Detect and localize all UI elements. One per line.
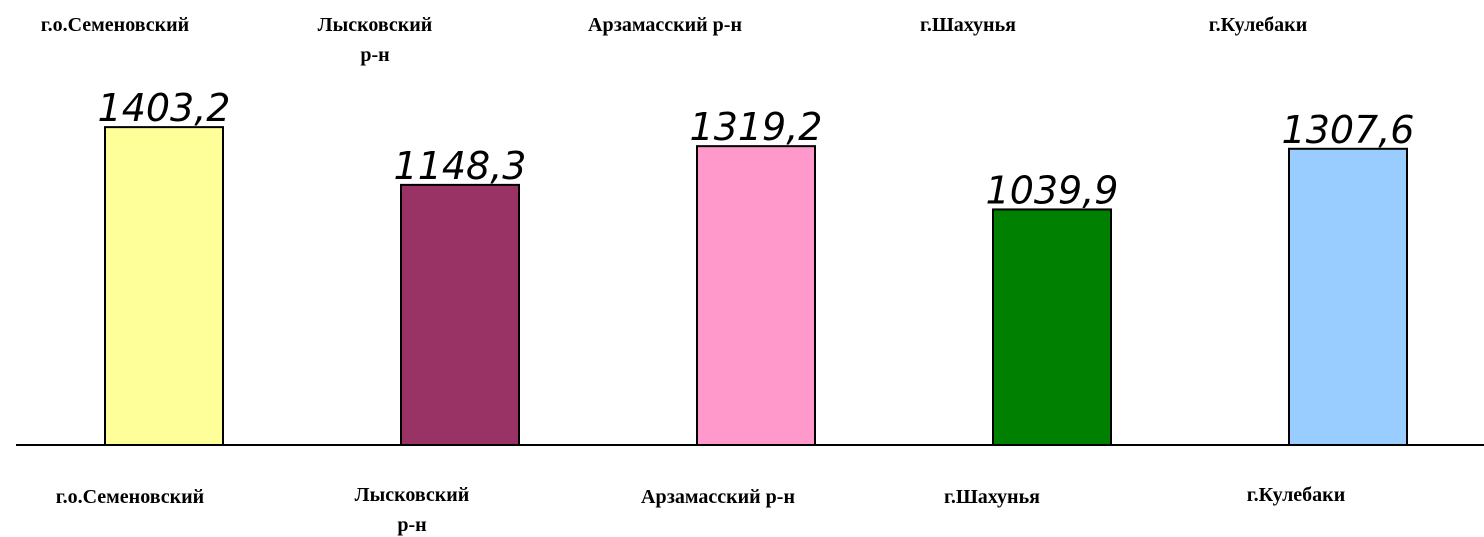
value-label: 1039,9: [986, 168, 1119, 212]
bar: [696, 145, 816, 446]
bar: [1288, 147, 1408, 446]
value-label: 1307,6: [1282, 108, 1415, 152]
bar: [400, 183, 520, 446]
value-label: 1403,2: [98, 86, 231, 130]
value-label: 1148,3: [394, 144, 527, 188]
x-tick-label: г.о.Семеновский: [55, 486, 205, 508]
x-tick-label: г.Шахунья: [944, 486, 1040, 508]
x-tick-label: Лысковский р-н: [354, 484, 470, 536]
x-tick-label: Арзамасский р-н: [641, 486, 795, 508]
legend-label: г.о.Семеновский: [40, 14, 190, 36]
bar: [104, 126, 224, 447]
legend-label: Арзамасский р-н: [588, 14, 742, 36]
legend-label: г.Шахунья: [920, 14, 1016, 36]
legend-label: Лысковский р-н: [317, 14, 433, 66]
legend-label: г.Кулебаки: [1208, 14, 1308, 36]
x-tick-label: г.Кулебаки: [1246, 484, 1346, 506]
bar: [992, 208, 1112, 446]
value-label: 1319,2: [690, 105, 823, 149]
